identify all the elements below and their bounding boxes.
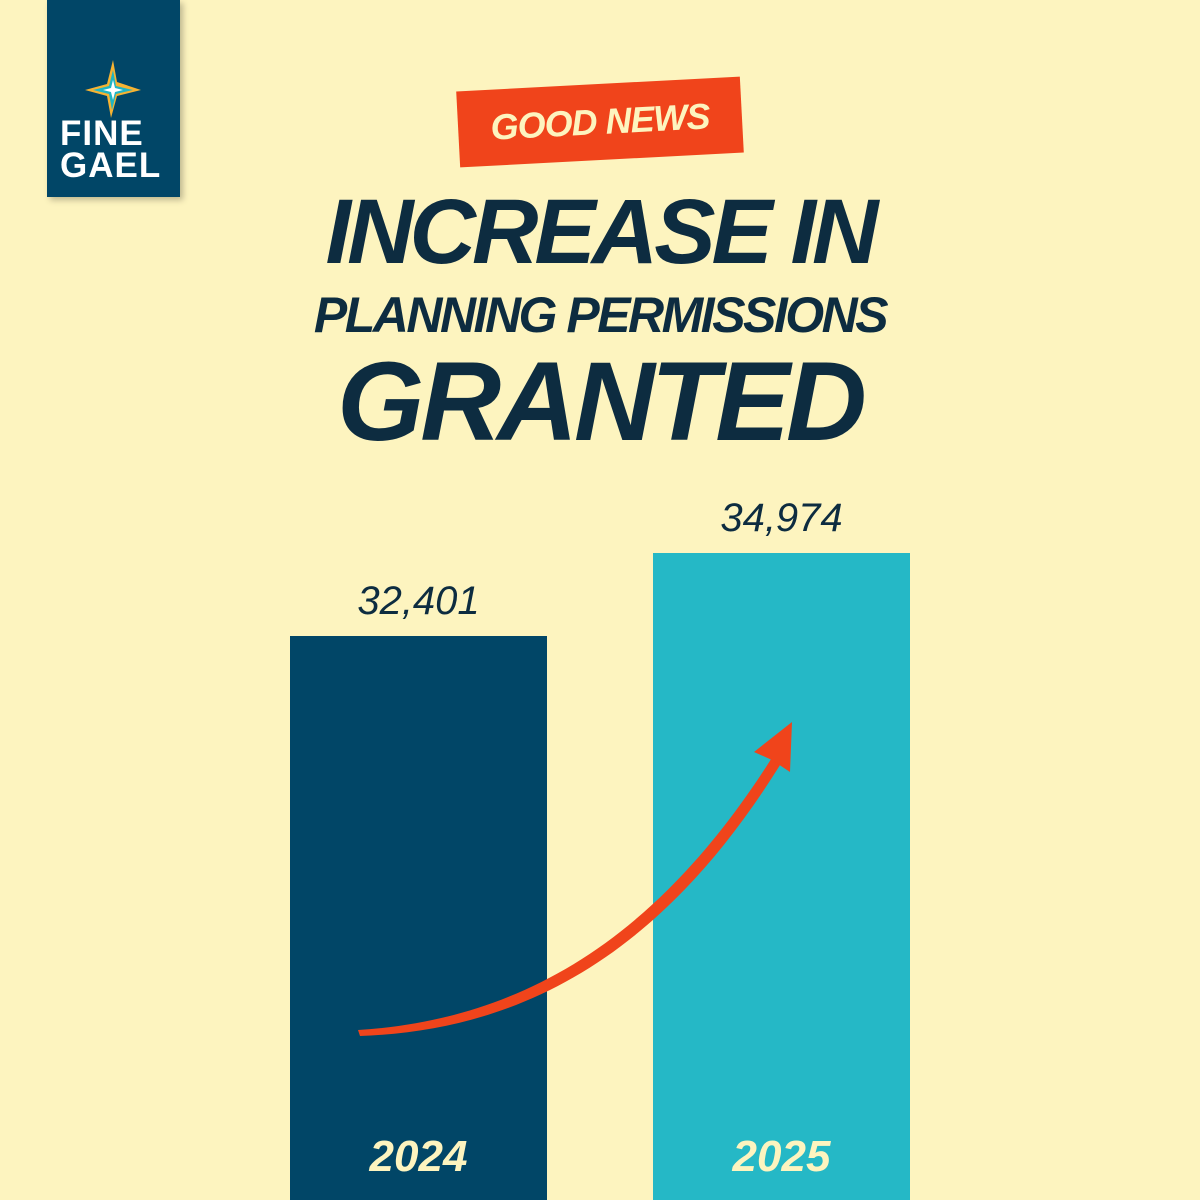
category-label-2025: 2025 xyxy=(732,1132,831,1181)
headline-line-3: GRANTED xyxy=(337,339,867,464)
category-label-2024: 2024 xyxy=(369,1132,468,1181)
star-icon xyxy=(85,60,141,118)
value-label-2024: 32,401 xyxy=(357,579,479,623)
logo-line-1: FINE xyxy=(60,114,144,153)
headline-line-1: INCREASE IN xyxy=(325,181,879,283)
trend-arrow-head xyxy=(754,722,792,772)
fine-gael-logo: FINE GAEL xyxy=(47,0,180,197)
value-label-2025: 34,974 xyxy=(720,496,842,540)
headline-line-2: PLANNING PERMISSIONS xyxy=(313,287,889,343)
bar-2024 xyxy=(290,636,547,1200)
logo-line-2: GAEL xyxy=(60,146,162,185)
